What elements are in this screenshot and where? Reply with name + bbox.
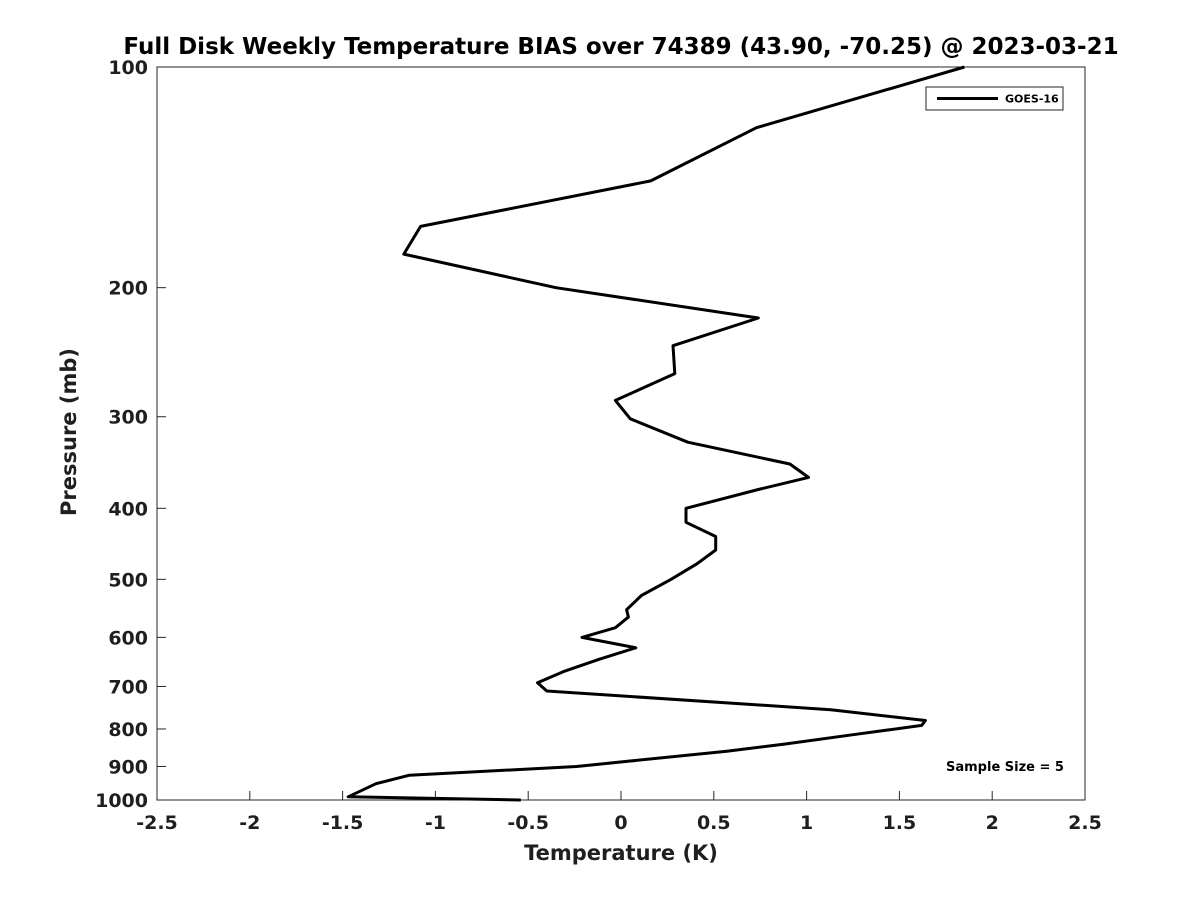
y-tick-label: 600 [108, 627, 148, 649]
legend-label: GOES-16 [1005, 93, 1059, 106]
sample-size-annotation: Sample Size = 5 [946, 760, 1064, 775]
x-tick-label: -2.5 [136, 812, 178, 834]
x-tick-label: 0 [614, 812, 627, 834]
y-tick-label: 100 [108, 57, 148, 79]
series-line-goes-16 [346, 65, 965, 802]
y-tick-label: 900 [108, 756, 148, 778]
x-tick-label: 2 [986, 812, 999, 834]
x-tick-label: 1.5 [883, 812, 917, 834]
y-tick-label: 400 [108, 498, 148, 520]
x-tick-label: -1.5 [322, 812, 364, 834]
x-axis-title: Temperature (K) [524, 841, 718, 865]
x-tick-label: -1 [425, 812, 446, 834]
x-tick-label: -2 [239, 812, 260, 834]
y-tick-label: 300 [108, 407, 148, 429]
y-tick-label: 800 [108, 719, 148, 741]
legend: GOES-16 [925, 86, 1064, 111]
plot-area-frame [156, 66, 1086, 801]
y-axis-title: Pressure (mb) [57, 348, 81, 516]
x-tick-label: 0.5 [697, 812, 731, 834]
x-tick-label: 2.5 [1068, 812, 1102, 834]
x-axis-ticks: -2.5 -2 -1.5 -1 -0.5 0 0.5 1 1.5 2 2.5 [136, 791, 1102, 834]
y-tick-label: 1000 [95, 790, 148, 812]
x-tick-label: 1 [800, 812, 813, 834]
y-tick-label: 700 [108, 676, 148, 698]
y-tick-label: 500 [108, 569, 148, 591]
x-tick-label: -0.5 [507, 812, 549, 834]
y-tick-label: 200 [108, 278, 148, 300]
chart-title: Full Disk Weekly Temperature BIAS over 7… [123, 34, 1118, 60]
y-axis-ticks: 100 200 300 400 500 600 700 800 900 1000 [95, 57, 166, 812]
